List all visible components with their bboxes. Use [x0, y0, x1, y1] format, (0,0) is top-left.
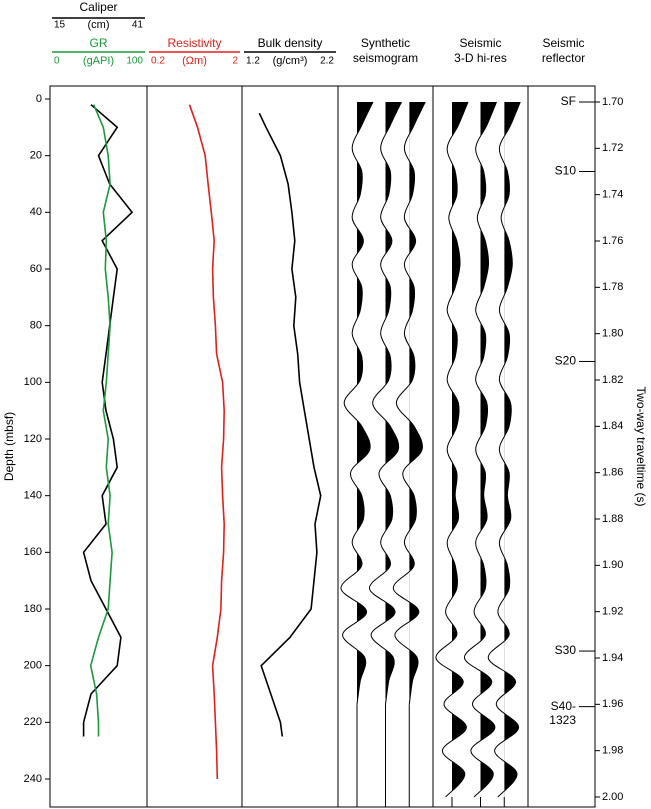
depth-tick-label: 120 [24, 433, 42, 445]
depth-tick-label: 240 [24, 773, 42, 785]
wiggle-fill [480, 102, 497, 797]
log-title: Bulk density [258, 36, 323, 50]
depth-tick-label: 220 [24, 716, 42, 728]
time-axis-label: Two-way traveltime (s) [634, 386, 648, 506]
time-tick-label: 1.98 [602, 745, 623, 757]
reflector-label: S30 [555, 643, 577, 657]
track-title: reflector [542, 51, 585, 65]
reflector-label: 1323 [549, 713, 576, 727]
time-tick-label: 1.82 [602, 374, 623, 386]
depth-tick-label: 160 [24, 546, 42, 558]
track-title: 3-D hi-res [454, 51, 507, 65]
log-title: Caliper [79, 0, 117, 14]
time-tick-label: 1.94 [602, 652, 623, 664]
log-scale-min: 0.2 [151, 56, 165, 67]
log-curve [258, 112, 322, 737]
wiggle-trace [487, 101, 521, 798]
depth-axis-label: Depth (mbsf) [2, 412, 16, 481]
wiggle-trace [392, 101, 426, 705]
track-title: Synthetic [361, 36, 410, 50]
log-scale-max: 100 [126, 56, 143, 67]
depth-tick-label: 180 [24, 603, 42, 615]
wiggle-fill [452, 102, 468, 797]
time-tick-label: 1.80 [602, 328, 623, 340]
reflector-label: S20 [555, 354, 577, 368]
wiggle-trace [369, 101, 402, 705]
log-title: Resistivity [167, 36, 221, 50]
track-title: Seismic [542, 36, 584, 50]
depth-tick-label: 200 [24, 660, 42, 672]
log-curve [188, 104, 226, 780]
track-title: seismogram [353, 51, 418, 65]
log-unit: (Ωm) [182, 55, 207, 67]
time-tick-label: 1.92 [602, 606, 623, 618]
time-tick-label: 1.78 [602, 281, 623, 293]
plot-frame [49, 85, 596, 808]
reflector-label: SF [561, 94, 576, 108]
log-scale-min: 1.2 [246, 56, 260, 67]
depth-tick-label: 80 [30, 320, 42, 332]
depth-tick-label: 140 [24, 490, 42, 502]
track-title: Seismic [459, 36, 501, 50]
log-scale-max: 2 [232, 56, 238, 67]
time-tick-label: 1.74 [602, 189, 623, 201]
depth-tick-label: 0 [36, 93, 42, 105]
time-tick-label: 1.86 [602, 467, 623, 479]
time-tick-label: 1.70 [602, 96, 623, 108]
depth-tick-label: 40 [30, 206, 42, 218]
log-scale-min: 15 [54, 20, 66, 31]
log-curve [82, 104, 134, 737]
wiggle-trace [435, 101, 469, 798]
log-scale-min: 0 [54, 56, 60, 67]
wiggle-fill [357, 102, 373, 705]
wiggle-fill [504, 102, 521, 797]
time-tick-label: 1.90 [602, 559, 623, 571]
depth-tick-label: 60 [30, 263, 42, 275]
log-title: GR [90, 36, 108, 50]
time-tick-label: 1.72 [602, 142, 623, 154]
time-tick-label: 2.00 [602, 791, 623, 803]
depth-tick-label: 20 [30, 150, 42, 162]
reflector-label: S10 [555, 164, 577, 178]
time-tick-label: 1.76 [602, 235, 623, 247]
log-unit: (g/cm³) [273, 55, 308, 67]
wiggle-fill [409, 102, 426, 705]
log-scale-max: 2.2 [320, 56, 334, 67]
log-unit: (gAPI) [83, 55, 114, 67]
reflector-label: S40- [551, 699, 576, 713]
depth-tick-label: 100 [24, 376, 42, 388]
wiggle-trace [340, 101, 374, 705]
log-scale-max: 41 [132, 20, 144, 31]
time-tick-label: 1.88 [602, 513, 623, 525]
wiggle-trace [464, 101, 497, 798]
time-tick-label: 1.84 [602, 420, 623, 432]
time-tick-label: 1.96 [602, 698, 623, 710]
log-unit: (cm) [88, 19, 110, 31]
log-curve [89, 104, 113, 737]
